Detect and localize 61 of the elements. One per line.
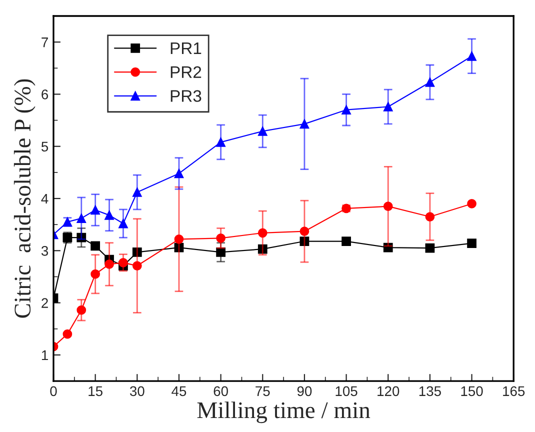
x-tick-label: 0: [50, 386, 57, 396]
point: [216, 248, 226, 257]
y-tick-label: 2: [42, 298, 48, 308]
point: [132, 188, 142, 197]
point: [300, 226, 310, 236]
point: [90, 205, 100, 215]
point: [300, 236, 310, 246]
point: [132, 261, 142, 270]
x-tick-label: 165: [503, 386, 525, 396]
y-axis-title: Citric acid-soluble P (%): [14, 79, 36, 318]
point: [383, 202, 393, 212]
y-tick-label: 6: [42, 90, 48, 100]
point: [62, 329, 72, 339]
x-tick-label: 30: [130, 386, 144, 396]
point: [104, 210, 114, 220]
legend-label: PR2: [170, 66, 202, 78]
point: [216, 137, 226, 147]
point: [118, 258, 128, 268]
point: [174, 234, 184, 244]
point: [118, 218, 128, 228]
x-axis-title: Milling time / min: [197, 402, 370, 424]
point: [90, 241, 100, 251]
point: [300, 119, 310, 129]
point: [342, 236, 351, 246]
y-tick-label: 3: [41, 246, 48, 256]
y-tick-label: 4: [41, 194, 48, 204]
x-tick-label: 45: [172, 386, 186, 396]
x-tick-label: 105: [336, 386, 358, 396]
y-tick-label: 1: [42, 350, 48, 360]
point: [425, 212, 435, 222]
point: [216, 233, 226, 243]
point: [467, 51, 476, 61]
x-tick-label: 135: [419, 386, 441, 396]
point: [467, 238, 476, 248]
point: [383, 242, 393, 252]
point: [174, 168, 184, 178]
point: [104, 260, 114, 269]
x-tick-label: 60: [214, 386, 228, 396]
point: [258, 126, 268, 136]
point: [383, 102, 393, 112]
x-tick-label: 90: [297, 386, 312, 396]
point: [76, 305, 86, 315]
point: [342, 105, 351, 115]
point: [76, 214, 86, 224]
x-tick-label: 75: [256, 386, 270, 396]
point: [132, 248, 142, 257]
point: [258, 244, 268, 254]
point: [425, 78, 435, 87]
y-tick-label: 5: [41, 142, 48, 152]
x-tick-label: 120: [378, 386, 400, 396]
x-tick-label: 15: [88, 386, 102, 396]
point: [76, 232, 86, 242]
point: [425, 243, 435, 253]
point: [90, 269, 100, 279]
point: [174, 242, 184, 252]
y-tick-label: 7: [42, 38, 48, 48]
point: [467, 199, 476, 208]
legend-label: PR1: [170, 42, 202, 54]
legend-label: PR3: [170, 90, 202, 102]
point: [258, 228, 268, 238]
x-tick-label: 150: [461, 386, 483, 396]
